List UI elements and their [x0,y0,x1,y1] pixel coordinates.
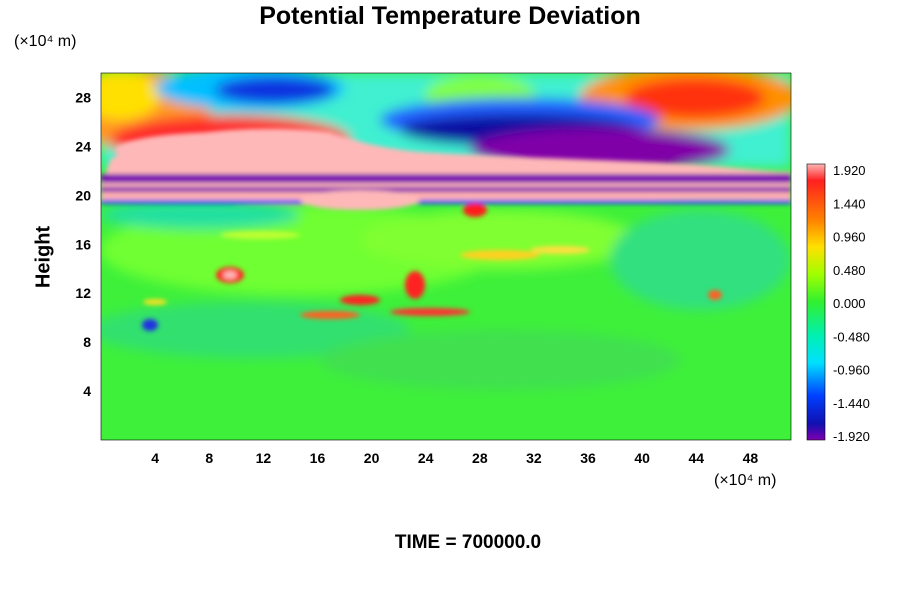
colorbar-tick-label: -0.480 [833,329,870,344]
y-axis-unit-label: (×10⁴ m) [14,33,77,50]
x-axis-ticks: 4 8 12 16 20 24 28 32 36 40 44 48 [151,450,758,466]
time-label: TIME = 700000.0 [394,532,542,553]
plot-frame [100,72,792,441]
x-tick-label: 44 [689,450,705,466]
y-tick-label: 12 [75,285,91,301]
colorbar-tick-label: 0.000 [833,296,866,311]
colorbar-tick-label: 0.960 [833,230,866,245]
y-axis-ticks: 4 8 12 16 20 24 28 [75,89,91,399]
x-tick-label: 16 [310,450,326,466]
y-tick-label: 4 [83,383,91,399]
x-tick-label: 48 [743,450,759,466]
y-tick-label: 16 [75,236,91,252]
y-tick-label: 24 [75,138,91,154]
colorbar-tick-label: -1.440 [833,396,870,411]
x-tick-label: 24 [418,450,434,466]
x-axis-unit-label: (×10⁴ m) [714,472,777,489]
y-tick-label: 28 [75,89,91,105]
colorbar-tick-label: 0.480 [833,263,866,278]
colorbar-tick-label: 1.440 [833,196,866,211]
colorbar-tick-label: -0.960 [833,363,870,378]
colorbar-ticks: 1.920 1.440 0.960 0.480 0.000 -0.480 -0.960 -1.… [833,163,870,444]
y-tick-label: 8 [83,334,91,350]
colorbar-tick-label: -1.920 [833,429,870,444]
heatmap-field [101,73,791,440]
x-tick-label: 4 [151,450,159,466]
colorbar [806,163,826,441]
x-tick-label: 40 [634,450,650,466]
x-tick-label: 28 [472,450,488,466]
x-tick-label: 36 [580,450,596,466]
colorbar-tick-label: 1.920 [833,163,866,178]
x-tick-label: 8 [205,450,213,466]
x-tick-label: 12 [256,450,272,466]
x-tick-label: 20 [364,450,380,466]
chart-title: Potential Temperature Deviation [259,2,641,30]
x-tick-label: 32 [526,450,542,466]
y-tick-label: 20 [75,187,91,203]
